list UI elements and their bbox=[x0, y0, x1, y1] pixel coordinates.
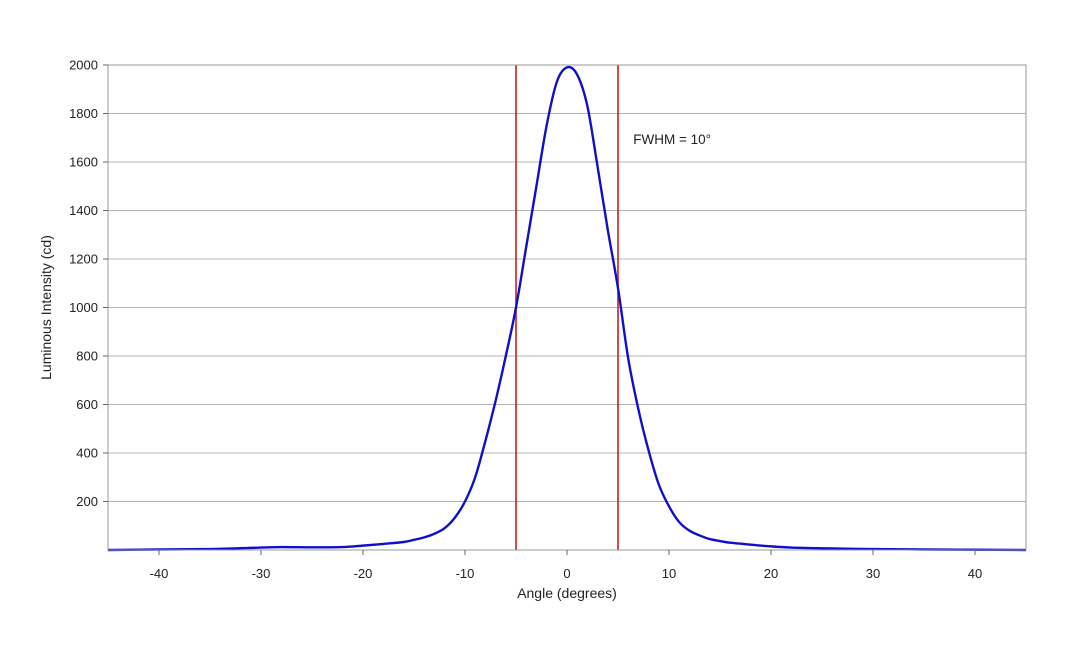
y-tick-label: 1800 bbox=[69, 106, 98, 121]
x-tick-label: 10 bbox=[662, 566, 676, 581]
y-tick-label: 1400 bbox=[69, 203, 98, 218]
y-tick-label: 200 bbox=[76, 494, 98, 509]
y-axis-label: Luminous Intensity (cd) bbox=[38, 235, 54, 380]
y-tick-label: 1000 bbox=[69, 300, 98, 315]
x-tick-label: -10 bbox=[456, 566, 475, 581]
fwhm-annotation: FWHM = 10° bbox=[633, 132, 711, 147]
x-axis-label: Angle (degrees) bbox=[517, 585, 617, 601]
y-tick-label: 800 bbox=[76, 349, 98, 364]
y-tick-label: 2000 bbox=[69, 58, 98, 73]
x-tick-label: 30 bbox=[866, 566, 880, 581]
x-tick-label: 0 bbox=[563, 566, 570, 581]
series-line-1 bbox=[107, 65, 1027, 552]
y-tick-label: 400 bbox=[76, 446, 98, 461]
y-tick-label: 1200 bbox=[69, 252, 98, 267]
y-tick-label: 600 bbox=[76, 397, 98, 412]
x-tick-label: -30 bbox=[252, 566, 271, 581]
x-tick-label: -20 bbox=[354, 566, 373, 581]
y-tick-label: 1600 bbox=[69, 155, 98, 170]
series-layer bbox=[107, 65, 1027, 552]
ticks: 200400600800100012001400160018002000-40-… bbox=[69, 58, 982, 582]
x-tick-label: 20 bbox=[764, 566, 778, 581]
x-tick-label: 40 bbox=[968, 566, 982, 581]
x-tick-label: -40 bbox=[150, 566, 169, 581]
grid bbox=[108, 64, 1026, 502]
